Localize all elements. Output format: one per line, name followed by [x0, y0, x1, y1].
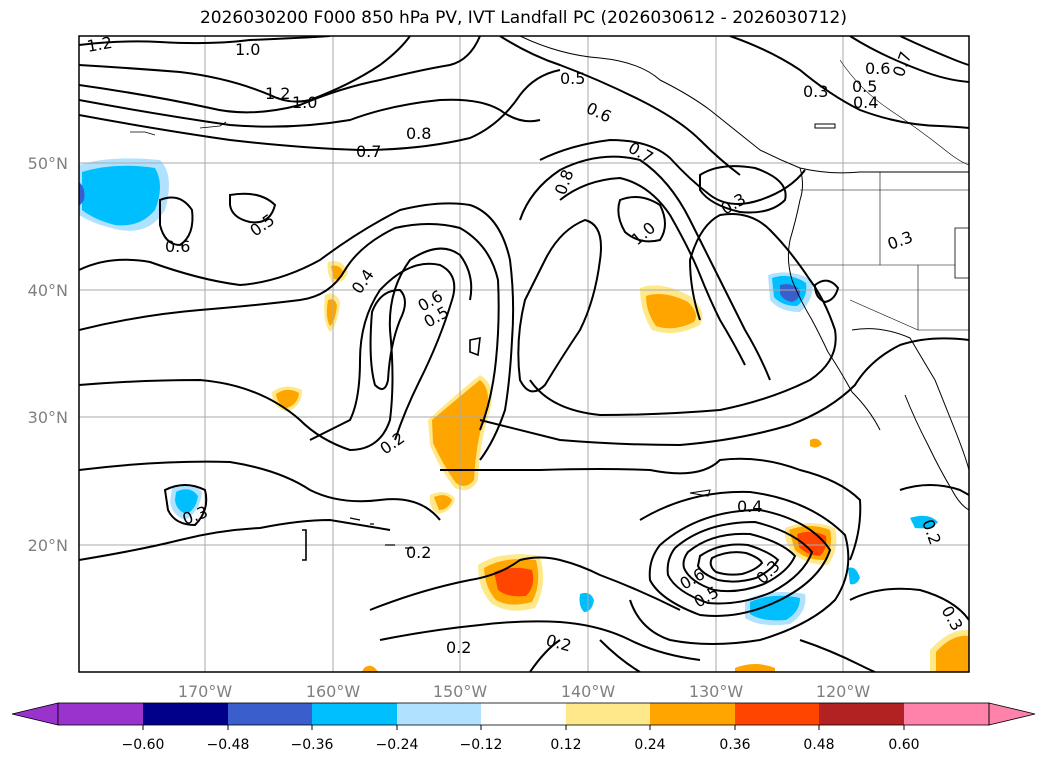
contour-label: 0.2	[446, 638, 471, 657]
colorbar-segment	[904, 703, 989, 725]
colorbar-tick-label: −0.36	[291, 737, 334, 753]
map-title: 2026030200 F000 850 hPa PV, IVT Landfall…	[199, 8, 847, 28]
contour-label: 0.2	[406, 543, 431, 562]
contour-label: 1.0	[292, 93, 317, 112]
pos-anomaly-patch	[735, 664, 775, 672]
colorbar-segment	[735, 703, 819, 725]
contour-label: 0.3	[803, 82, 828, 101]
colorbar-segment	[481, 703, 566, 725]
colorbar-tick-label: 0.36	[719, 737, 750, 753]
lon-label: 150°W	[433, 682, 488, 701]
contour-label: 0.6	[865, 59, 890, 78]
lon-label: 120°W	[816, 682, 871, 701]
lat-label: 30°N	[28, 408, 68, 427]
neg-anomaly-patch	[848, 567, 860, 585]
colorbar-extend-right	[988, 702, 1036, 726]
colorbar-ticks	[142, 725, 905, 730]
plot-area: 1.2 1.0 1.2 1.0 0.8 0.7 0.5 0.6 0.7 0.8 …	[79, 33, 969, 672]
colorbar-segment	[228, 703, 312, 725]
lon-label: 140°W	[561, 682, 616, 701]
pos-anomaly-patch	[810, 438, 822, 448]
lon-label: 160°W	[306, 682, 361, 701]
ivt-shading	[79, 158, 969, 672]
neg-anomaly-patch	[910, 515, 938, 529]
pv-contours	[79, 36, 969, 672]
contour-label: 0.6	[165, 237, 190, 256]
contour-label: 0.5	[560, 69, 585, 88]
lon-label: 170°W	[178, 682, 233, 701]
colorbar-tick-label: 0.60	[888, 737, 919, 753]
colorbar-tick-label: −0.48	[207, 737, 250, 753]
lat-label: 50°N	[28, 154, 68, 173]
pos-anomaly-patch	[494, 567, 534, 597]
colorbar-tick-label: −0.60	[122, 737, 165, 753]
pos-anomaly-patch	[276, 389, 299, 408]
contour-label: 1.2	[265, 84, 290, 103]
pos-anomaly-patch	[646, 294, 696, 329]
lon-label: 130°W	[689, 682, 744, 701]
colorbar-segment	[397, 703, 481, 725]
colorbar: −0.60 −0.48 −0.36 −0.24 −0.12 0.12 0.24 …	[11, 702, 1036, 753]
colorbar-tick-label: 0.12	[550, 737, 581, 753]
contour-label: 0.8	[406, 124, 431, 143]
neg-anomaly-patch	[79, 182, 85, 206]
coastlines	[130, 36, 969, 561]
colorbar-segment	[819, 703, 904, 725]
lat-label: 20°N	[28, 536, 68, 555]
neg-anomaly-patch	[579, 592, 594, 612]
pos-anomaly-patch	[936, 635, 969, 672]
colorbar-tick-label: 0.24	[634, 737, 665, 753]
contour-label: 1.2	[85, 33, 113, 56]
colorbar-tick-label: −0.24	[376, 737, 419, 753]
pos-anomaly-patch	[362, 665, 378, 672]
longitude-labels: 170°W 160°W 150°W 140°W 130°W 120°W	[178, 682, 871, 701]
colorbar-extend-left	[11, 702, 59, 726]
neg-anomaly-patch	[750, 595, 800, 621]
pos-anomaly-patch	[326, 299, 337, 326]
colorbar-tick-label: 0.48	[803, 737, 834, 753]
colorbar-segment	[650, 703, 735, 725]
latitude-labels: 50°N 40°N 30°N 20°N	[28, 154, 68, 555]
contour-label: 0.4	[853, 93, 878, 112]
contour-label: 0.4	[737, 497, 762, 516]
neg-anomaly-patch	[780, 284, 800, 302]
neg-anomaly-patch	[82, 165, 160, 226]
contour-label: 1.0	[235, 40, 260, 59]
plot-frame	[78, 35, 970, 673]
lat-label: 40°N	[28, 281, 68, 300]
colorbar-segment	[312, 703, 397, 725]
colorbar-segment	[566, 703, 650, 725]
colorbar-segment	[58, 703, 143, 725]
contour-label: 0.7	[356, 142, 381, 161]
graticule	[79, 36, 969, 672]
colorbar-tick-label: −0.12	[460, 737, 503, 753]
pos-anomaly-patch	[434, 495, 452, 510]
colorbar-segment	[143, 703, 228, 725]
neg-anomaly-patch	[175, 489, 198, 514]
contour-label: 0.5	[852, 77, 877, 96]
